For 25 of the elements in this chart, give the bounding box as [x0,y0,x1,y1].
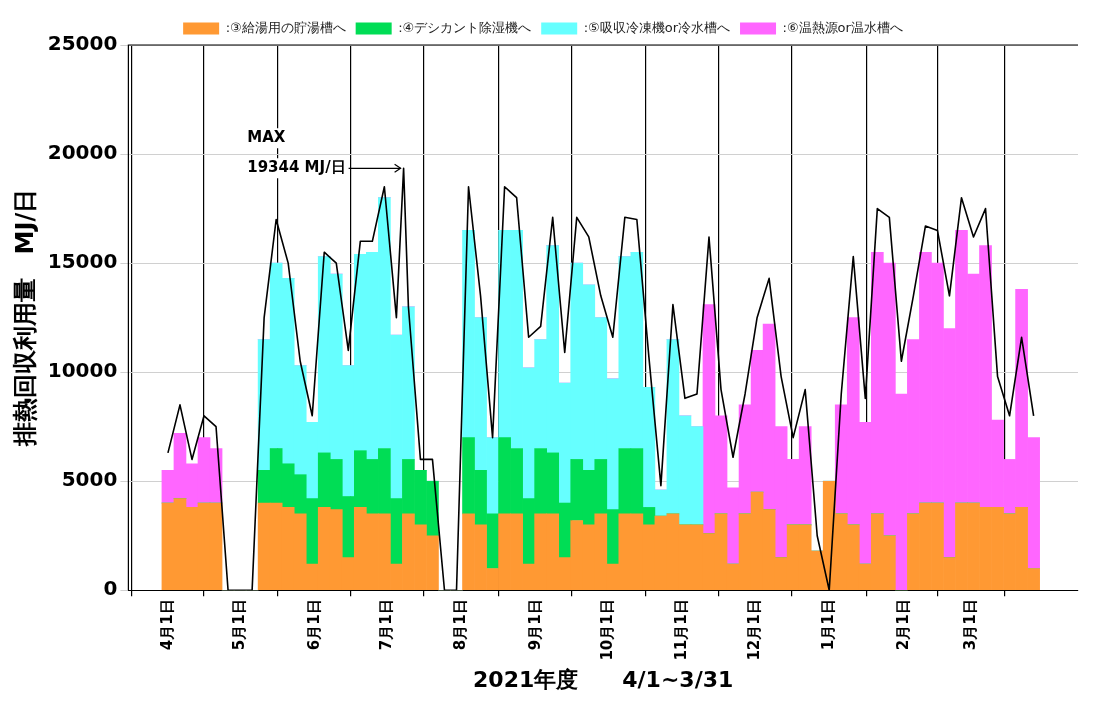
x-axis-title: 2021年度 4/1~3/31 [473,666,734,692]
y-tick-label: 10000 [47,358,118,383]
y-tick-label: 25000 [47,31,118,56]
x-tick-label: 9月1日 [525,599,544,651]
x-tick-label: 10月1日 [597,599,616,661]
x-tick-label: 3月1日 [960,599,979,651]
legend-label: :⑥温熱源or温水槽へ [782,19,903,35]
x-tick-label: 7月1日 [376,599,395,651]
y-tick-label: 5000 [61,467,118,492]
legend-label: :③給湯用の貯湯槽へ [225,19,346,35]
x-tick-label: 1月1日 [819,599,838,651]
y-axis-title: 排熱回収利用量 MJ/日 [10,188,39,448]
x-tick-label: 2月1日 [893,599,912,651]
legend-label: :④デシカント除湿機へ [398,19,532,35]
x-tick-label: 8月1日 [451,599,470,651]
x-tick-label: 6月1日 [304,599,323,651]
x-tick-label: 5月1日 [229,599,248,651]
x-tick-label: 11月1日 [672,599,691,661]
y-tick-label: 20000 [47,140,118,165]
y-tick-label: 15000 [47,249,118,274]
annotation: MAX 19344 MJ/日 [247,128,346,177]
x-tick-label: 12月1日 [744,599,763,661]
legend-label: :⑤吸収冷凍機or冷水槽へ [583,19,731,35]
x-tick-label: 4月1日 [157,599,176,651]
y-tick-label: 0 [103,576,118,601]
